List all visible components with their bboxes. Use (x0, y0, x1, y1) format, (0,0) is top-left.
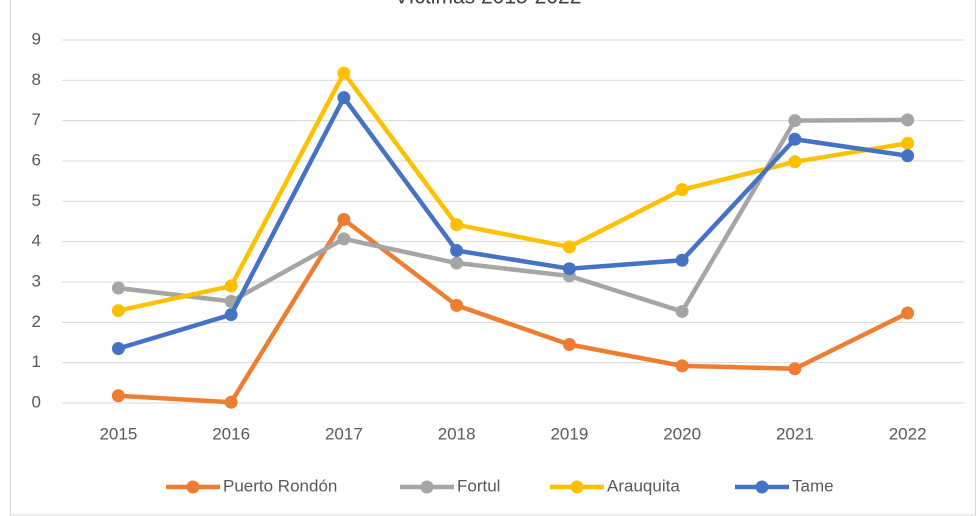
y-tick-label: 7 (32, 110, 41, 129)
data-point (111, 281, 125, 295)
legend-marker (420, 480, 434, 494)
data-point (788, 362, 802, 376)
y-tick-label: 1 (32, 352, 41, 371)
y-tick-label: 3 (32, 271, 41, 290)
data-point (901, 113, 915, 127)
x-tick-label: 2016 (212, 424, 250, 443)
data-point (337, 91, 351, 105)
data-point (788, 114, 802, 128)
data-point (675, 359, 689, 373)
data-point (224, 308, 238, 322)
data-point (788, 132, 802, 146)
data-point (675, 183, 689, 197)
data-point (788, 155, 802, 169)
data-point (450, 298, 464, 312)
data-point (901, 136, 915, 150)
x-tick-label: 2015 (99, 424, 137, 443)
x-tick-label: 2020 (663, 424, 701, 443)
chart-frame (10, 0, 976, 516)
legend-marker (186, 480, 200, 494)
y-tick-label: 6 (32, 150, 41, 169)
data-point (224, 279, 238, 293)
data-point (450, 256, 464, 270)
x-tick-label: 2021 (776, 424, 814, 443)
data-point (450, 244, 464, 258)
data-point (224, 395, 238, 409)
data-point (901, 306, 915, 320)
y-tick-label: 9 (32, 29, 41, 48)
series-line (116, 217, 910, 405)
data-point (111, 389, 125, 403)
x-tick-label: 2022 (889, 424, 927, 443)
data-point (562, 338, 576, 352)
legend-label: Fortul (457, 476, 500, 495)
x-tick-label: 2017 (325, 424, 363, 443)
series-line (116, 95, 910, 351)
legend-label: Tame (792, 476, 834, 495)
data-point (337, 66, 351, 80)
data-point (562, 262, 576, 276)
x-tick-label: 2019 (550, 424, 588, 443)
data-point (337, 232, 351, 246)
y-tick-label: 2 (32, 312, 41, 331)
y-tick-label: 8 (32, 70, 41, 89)
y-tick-label: 5 (32, 191, 41, 210)
legend-label: Arauquita (607, 476, 680, 495)
data-point (901, 149, 915, 163)
x-tick-label: 2018 (438, 424, 476, 443)
legend-label: Puerto Rondón (223, 476, 337, 495)
series-line (116, 117, 910, 314)
data-point (562, 240, 576, 254)
series-line (116, 70, 910, 313)
data-point (675, 253, 689, 267)
data-point (450, 218, 464, 232)
data-point (111, 342, 125, 356)
legend-marker (570, 480, 584, 494)
data-point (675, 304, 689, 318)
legend-marker (755, 480, 769, 494)
y-tick-label: 4 (32, 231, 41, 250)
data-point (337, 212, 351, 226)
data-point (111, 304, 125, 318)
y-tick-label: 0 (32, 392, 41, 411)
chart-title: Víctimas 2015-2022 (395, 0, 582, 9)
